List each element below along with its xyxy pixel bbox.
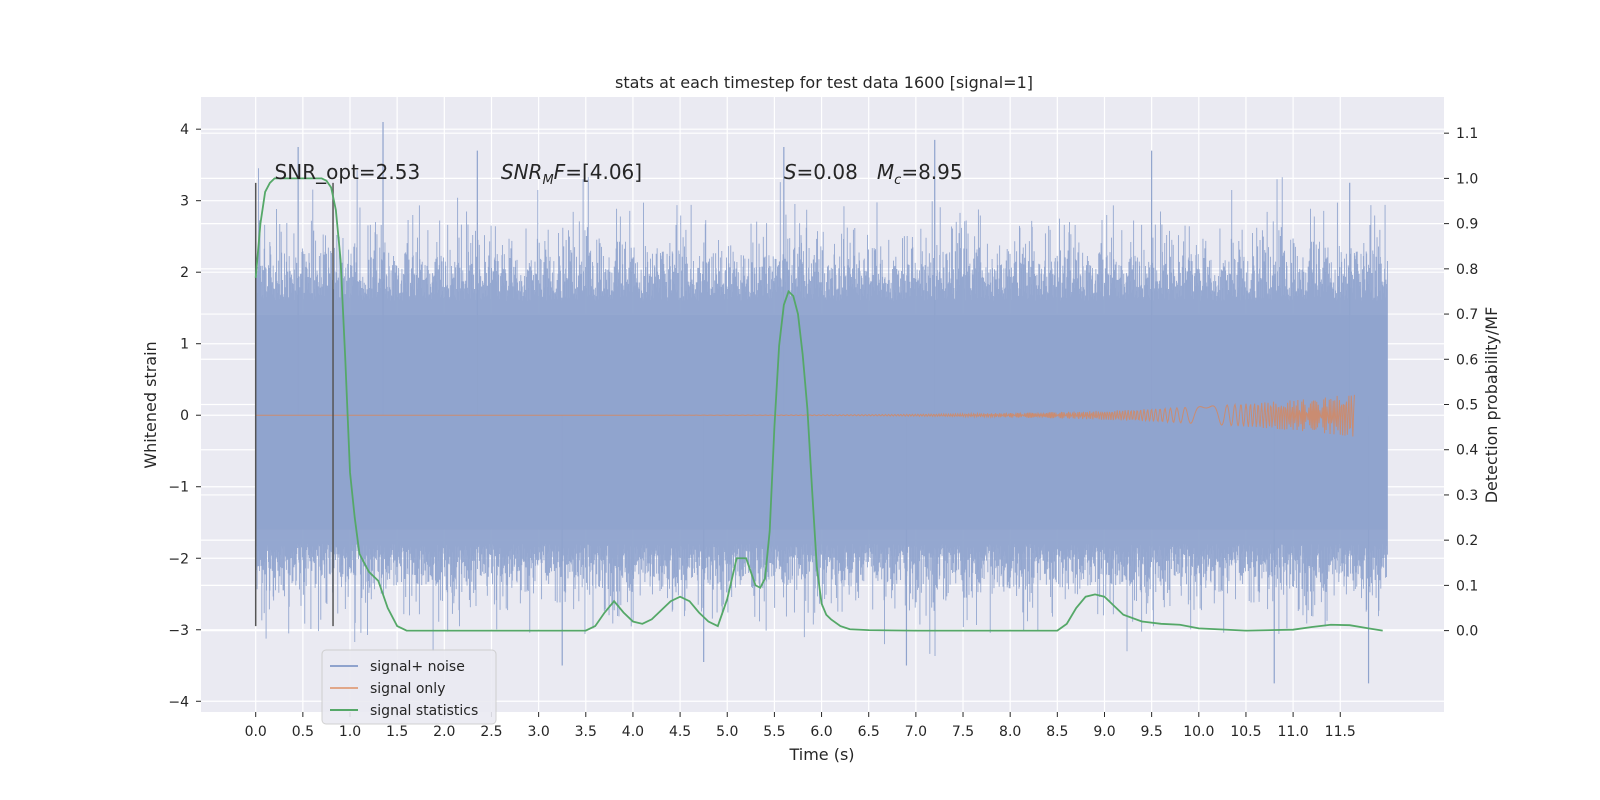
annotation-snr-mf: SNRMF=[4.06] [501,160,642,188]
chart-title: stats at each timestep for test data 160… [615,73,1033,92]
x-tick-label: 0.5 [292,724,314,740]
y-right-tick-label: 0.2 [1456,533,1478,549]
x-axis-label: Time (s) [788,745,854,764]
annotation-s-mc: S=0.08 Mc=8.95 [784,160,963,188]
y-right-tick-label: 0.1 [1456,578,1478,594]
x-tick-label: 11.0 [1278,724,1309,740]
y-left-tick-label: −1 [168,480,189,496]
annotations: SNR_opt=2.53 SNRMF=[4.06] S=0.08 Mc=8.95 [275,160,963,188]
signal-statistics-line [254,177,1383,632]
x-tick-label: 7.0 [905,724,927,740]
annotation-snr-opt: SNR_opt=2.53 [275,160,421,184]
y-right-tick-label: 0.8 [1456,262,1478,278]
x-tick-label: 7.5 [952,724,974,740]
y-left-tick-label: 2 [180,265,189,281]
y-left-tick-label: 1 [180,337,189,353]
y-right-tick-label: 1.1 [1456,126,1478,142]
y-left-axis-ticks: −4 −3 −2 −1 0 1 2 3 4 [168,122,201,710]
y-right-tick-label: 0.4 [1456,443,1478,459]
y-right-tick-label: 0.0 [1456,624,1478,640]
y-left-axis-label: Whitened strain [141,341,160,468]
y-right-tick-label: 0.6 [1456,352,1478,368]
y-right-axis-label: Detection probability/MF [1482,307,1501,504]
x-tick-label: 6.5 [858,724,880,740]
x-tick-label: 10.0 [1183,724,1214,740]
y-left-tick-label: −3 [168,623,189,639]
x-tick-label: 4.0 [622,724,644,740]
x-tick-label: 8.5 [1046,724,1068,740]
legend-label: signal statistics [370,703,478,719]
legend: signal+ noise signal only signal statistic… [321,649,497,725]
x-tick-label: 1.0 [339,724,361,740]
x-tick-label: 3.5 [575,724,597,740]
x-tick-label: 3.0 [527,724,549,740]
x-tick-label: 0.0 [245,724,267,740]
x-tick-label: 4.5 [669,724,691,740]
x-tick-label: 9.5 [1141,724,1163,740]
y-right-tick-label: 0.7 [1456,307,1478,323]
x-tick-label: 2.0 [433,724,455,740]
y-left-tick-label: −4 [168,694,189,710]
x-tick-label: 5.0 [716,724,738,740]
y-right-tick-label: 0.5 [1456,398,1478,414]
noise-extremes [297,122,1370,684]
legend-label: signal+ noise [370,659,465,675]
legend-label: signal only [370,681,445,697]
y-left-tick-label: −2 [168,551,189,567]
series-signal-statistics [254,177,1383,632]
y-left-tick-label: 0 [180,408,189,424]
signal-only-trace [255,394,1355,437]
legend-box [321,649,497,725]
x-tick-label: 8.0 [999,724,1021,740]
x-tick-label: 9.0 [1093,724,1115,740]
y-left-tick-label: 3 [180,194,189,210]
x-tick-label: 5.5 [763,724,785,740]
y-right-tick-label: 0.9 [1456,217,1478,233]
x-tick-label: 11.5 [1325,724,1356,740]
series-signal-only [255,394,1355,437]
x-axis-ticks: 0.0 0.5 1.0 1.5 2.0 2.5 3.0 3.5 4.0 4.5 5.0 5.5 6.0 6… [245,712,1356,740]
x-tick-label: 6.0 [810,724,832,740]
x-tick-label: 1.5 [386,724,408,740]
y-right-tick-label: 1.0 [1456,171,1478,187]
x-tick-label: 10.5 [1230,724,1261,740]
y-left-tick-label: 4 [180,122,189,138]
x-tick-label: 2.5 [480,724,502,740]
y-right-tick-label: 0.3 [1456,488,1478,504]
series-signal-noise [255,122,1388,684]
vertical-lines [254,182,334,627]
y-right-axis-ticks: 0.0 0.1 0.2 0.3 0.4 0.5 0.6 0.7 0.8 0.9 1.0 1.1 [1444,126,1478,640]
